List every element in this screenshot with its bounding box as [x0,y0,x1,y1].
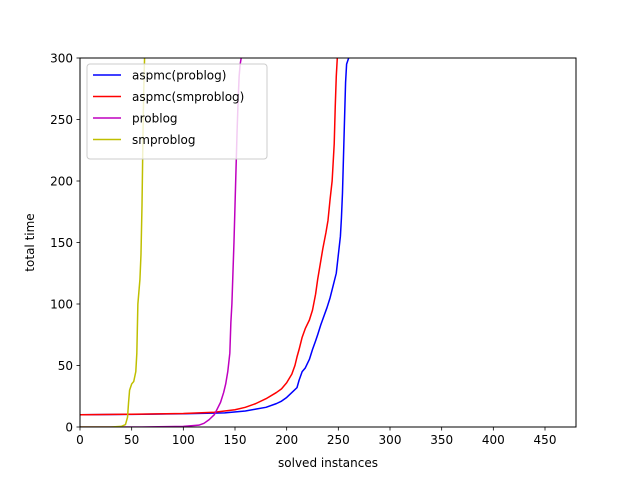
series-line-1 [80,58,339,416]
y-tick-label: 100 [50,297,73,311]
y-tick-label: 200 [50,174,73,188]
x-tick-label: 100 [172,433,195,447]
y-tick-label: 300 [50,51,73,65]
x-tick-label: 0 [76,433,84,447]
x-tick-label: 300 [379,433,402,447]
y-tick-label: 150 [50,236,73,250]
y-axis: 0 50 100 150 200 250 300 [50,51,80,434]
legend-label-0: aspmc(problog) [132,68,226,82]
legend-box [86,63,268,160]
x-tick-label: 150 [224,433,247,447]
legend-label-2: problog [132,111,178,125]
legend-label-1: aspmc(smproblog) [132,90,244,104]
y-tick-label: 0 [65,420,73,434]
y-tick-label: 50 [58,359,73,373]
x-tick-label: 350 [430,433,453,447]
y-tick-label: 250 [50,113,73,127]
legend: aspmc(problog) aspmc(smproblog) problog smp… [86,63,268,160]
x-tick-label: 250 [327,433,350,447]
legend-label-3: smproblog [132,133,195,147]
series-line-0 [80,58,350,416]
x-tick-label: 50 [124,433,139,447]
x-tick-label: 400 [482,433,505,447]
x-tick-label: 200 [275,433,298,447]
x-tick-label: 450 [534,433,557,447]
x-axis: 0 50 100 150 200 250 300 350 400 450 [76,427,556,447]
y-axis-label: total time [23,213,37,271]
x-axis-label: solved instances [278,456,378,470]
